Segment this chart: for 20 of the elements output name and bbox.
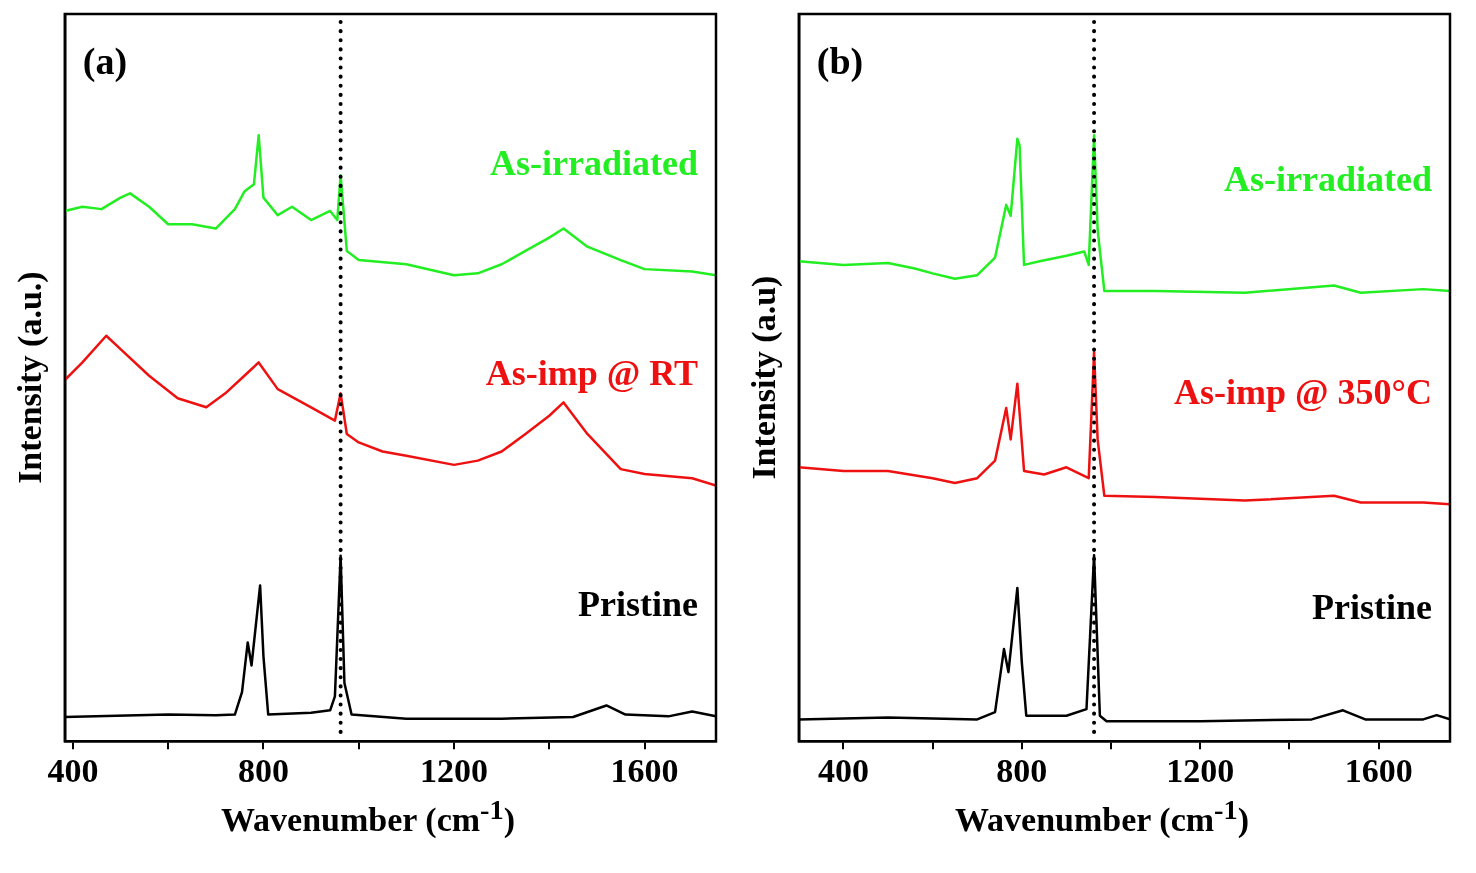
x-axis-title: Wavenumber (cm$^{-1}$) [954,794,1249,840]
x-axis-title: Wavenumber (cm$^{-1}$) [220,794,515,840]
text: As-irradiated [490,143,698,184]
text: (a) [82,40,128,83]
x-tick-label: 1200 [420,752,488,790]
x-tick-label: 400 [47,752,99,790]
x-tick-label: 1600 [1344,752,1413,790]
x-tick-label: 800 [996,752,1048,790]
text: As-imp @ 350°C [1174,372,1432,413]
x-tick-label: 800 [237,752,289,790]
x-tick-label: 1600 [610,752,679,790]
text: As-irradiated [1224,158,1432,199]
y-axis-title: Intensity (a.u) [745,275,784,480]
text: (b) [816,40,864,83]
x-tick-label: 400 [817,752,869,790]
series-label: As-imp @ RT [485,353,698,394]
x-tick-label: 1200 [1166,752,1235,790]
text: Pristine [578,584,699,625]
y-axis-title: Intensity (a.u.) [11,271,50,484]
text: Pristine [1312,587,1433,628]
